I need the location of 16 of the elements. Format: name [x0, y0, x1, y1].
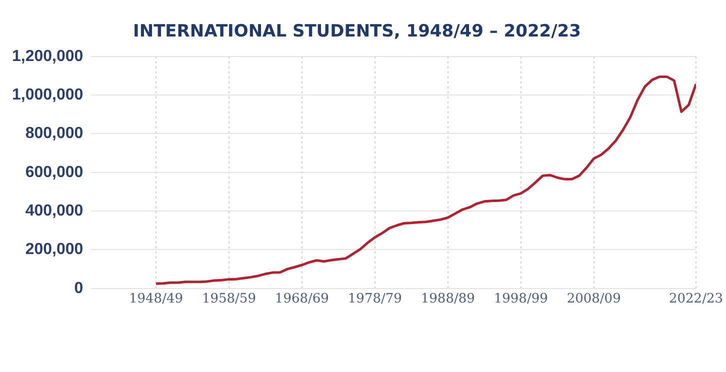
y-tick-label: 1,200,000	[12, 48, 84, 65]
chart-title: INTERNATIONAL STUDENTS, 1948/49 – 2022/23	[133, 22, 581, 42]
x-tick-label: 1958/59	[202, 292, 256, 307]
y-tick-label: 600,000	[25, 164, 84, 181]
x-tick-label: 2008/09	[566, 292, 621, 307]
y-tick-label: 800,000	[25, 125, 84, 142]
x-tick-label: 2022/23	[668, 292, 724, 307]
x-tick-label: 1948/49	[128, 292, 183, 307]
x-tick-label: 1988/89	[420, 292, 475, 307]
x-tick-label: 1968/69	[274, 292, 329, 307]
x-tick-label: 1998/99	[494, 292, 548, 307]
y-tick-label: 0	[74, 280, 84, 297]
y-tick-label: 400,000	[25, 202, 84, 220]
y-tick-label: 200,000	[25, 241, 84, 258]
x-tick-label: 1978/79	[348, 292, 402, 307]
y-tick-label: 1,000,000	[12, 86, 84, 104]
